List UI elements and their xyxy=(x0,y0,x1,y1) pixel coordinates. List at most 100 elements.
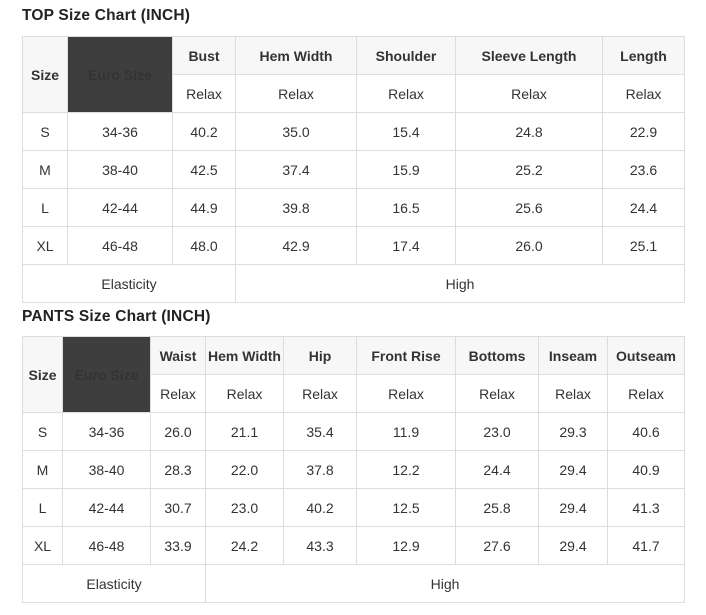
data-cell: 25.1 xyxy=(602,226,685,265)
data-cell: 29.4 xyxy=(538,488,608,527)
data-cell: 33.9 xyxy=(150,526,206,565)
fit-cell: Relax xyxy=(235,74,357,113)
header-row-fit: Relax Relax Relax Relax Relax Relax Rela… xyxy=(23,374,685,413)
column-header-front-rise: Front Rise xyxy=(356,336,456,375)
column-header-waist: Waist xyxy=(150,336,206,375)
size-header-cell: Size xyxy=(22,336,63,413)
table-row: S 34-36 26.0 21.1 35.4 11.9 23.0 29.3 40… xyxy=(22,412,685,451)
euro-size-cell: 46-48 xyxy=(62,526,151,565)
data-cell: 11.9 xyxy=(356,412,456,451)
fit-cell: Relax xyxy=(455,74,603,113)
table-row: M 38-40 28.3 22.0 37.8 12.2 24.4 29.4 40… xyxy=(22,450,685,489)
data-cell: 23.0 xyxy=(205,488,284,527)
fit-cell: Relax xyxy=(455,374,539,413)
data-cell: 43.3 xyxy=(283,526,357,565)
data-cell: 17.4 xyxy=(356,226,456,265)
data-cell: 42.5 xyxy=(172,150,236,189)
euro-size-cell: 42-44 xyxy=(67,188,173,227)
data-cell: 12.2 xyxy=(356,450,456,489)
data-cell: 24.2 xyxy=(205,526,284,565)
data-cell: 24.8 xyxy=(455,112,603,151)
size-cell: L xyxy=(22,488,63,527)
elasticity-value-cell: High xyxy=(205,564,685,603)
size-cell: M xyxy=(22,450,63,489)
fit-cell: Relax xyxy=(205,374,284,413)
header-row-fit: Relax Relax Relax Relax Relax xyxy=(23,74,685,113)
top-size-table: Size Euro Size Bust Hem Width Shoulder S… xyxy=(22,36,685,303)
column-header-sleeve-length: Sleeve Length xyxy=(455,36,603,75)
data-cell: 48.0 xyxy=(172,226,236,265)
data-cell: 22.0 xyxy=(205,450,284,489)
column-header-inseam: Inseam xyxy=(538,336,608,375)
data-cell: 44.9 xyxy=(172,188,236,227)
elasticity-value-cell: High xyxy=(235,264,685,303)
data-cell: 42.9 xyxy=(235,226,357,265)
table-row: L 42-44 44.9 39.8 16.5 25.6 24.4 xyxy=(22,188,685,227)
euro-size-cell: 34-36 xyxy=(67,112,173,151)
data-cell: 23.0 xyxy=(455,412,539,451)
data-cell: 12.5 xyxy=(356,488,456,527)
table-row: L 42-44 30.7 23.0 40.2 12.5 25.8 29.4 41… xyxy=(22,488,685,527)
data-cell: 24.4 xyxy=(602,188,685,227)
data-cell: 27.6 xyxy=(455,526,539,565)
column-header-bust: Bust xyxy=(172,36,236,75)
euro-size-cell: 38-40 xyxy=(67,150,173,189)
fit-cell: Relax xyxy=(283,374,357,413)
table-row: XL 46-48 33.9 24.2 43.3 12.9 27.6 29.4 4… xyxy=(22,526,685,565)
table-row: M 38-40 42.5 37.4 15.9 25.2 23.6 xyxy=(22,150,685,189)
header-row-measures: Size Euro Size Bust Hem Width Shoulder S… xyxy=(22,36,685,113)
euro-size-header-cell: Euro Size xyxy=(67,36,173,113)
data-cell: 35.0 xyxy=(235,112,357,151)
data-cell: 12.9 xyxy=(356,526,456,565)
data-cell: 29.3 xyxy=(538,412,608,451)
size-header-cell: Size xyxy=(22,36,68,113)
data-cell: 29.4 xyxy=(538,450,608,489)
size-cell: S xyxy=(22,112,68,151)
header-row-measures: Size Euro Size Waist Hem Width Hip Front… xyxy=(22,336,685,413)
pants-size-chart-title: PANTS Size Chart (INCH) xyxy=(22,308,211,325)
euro-size-cell: 42-44 xyxy=(62,488,151,527)
fit-cell: Relax xyxy=(356,74,456,113)
data-cell: 26.0 xyxy=(455,226,603,265)
data-cell: 40.2 xyxy=(283,488,357,527)
data-cell: 16.5 xyxy=(356,188,456,227)
data-cell: 28.3 xyxy=(150,450,206,489)
data-cell: 37.8 xyxy=(283,450,357,489)
data-cell: 39.8 xyxy=(235,188,357,227)
size-cell: M xyxy=(22,150,68,189)
data-cell: 41.3 xyxy=(607,488,685,527)
fit-cell: Relax xyxy=(602,74,685,113)
data-cell: 23.6 xyxy=(602,150,685,189)
data-cell: 26.0 xyxy=(150,412,206,451)
euro-size-header-cell: Euro Size xyxy=(62,336,151,413)
size-cell: XL xyxy=(22,526,63,565)
data-cell: 30.7 xyxy=(150,488,206,527)
data-cell: 40.2 xyxy=(172,112,236,151)
size-cell: XL xyxy=(22,226,68,265)
data-cell: 41.7 xyxy=(607,526,685,565)
data-cell: 21.1 xyxy=(205,412,284,451)
data-cell: 25.2 xyxy=(455,150,603,189)
top-size-chart-title: TOP Size Chart (INCH) xyxy=(22,7,191,24)
column-header-hem-width: Hem Width xyxy=(235,36,357,75)
data-cell: 29.4 xyxy=(538,526,608,565)
euro-size-cell: 34-36 xyxy=(62,412,151,451)
data-cell: 40.9 xyxy=(607,450,685,489)
data-cell: 37.4 xyxy=(235,150,357,189)
fit-cell: Relax xyxy=(538,374,608,413)
column-header-outseam: Outseam xyxy=(607,336,685,375)
column-header-hip: Hip xyxy=(283,336,357,375)
table-row: XL 46-48 48.0 42.9 17.4 26.0 25.1 xyxy=(22,226,685,265)
table-row: S 34-36 40.2 35.0 15.4 24.8 22.9 xyxy=(22,112,685,151)
elasticity-row: Elasticity High xyxy=(22,264,685,303)
fit-cell: Relax xyxy=(607,374,685,413)
elasticity-label-cell: Elasticity xyxy=(22,264,236,303)
fit-cell: Relax xyxy=(356,374,456,413)
size-cell: S xyxy=(22,412,63,451)
data-cell: 40.6 xyxy=(607,412,685,451)
column-header-shoulder: Shoulder xyxy=(356,36,456,75)
data-cell: 24.4 xyxy=(455,450,539,489)
data-cell: 25.8 xyxy=(455,488,539,527)
elasticity-row: Elasticity High xyxy=(22,564,685,603)
